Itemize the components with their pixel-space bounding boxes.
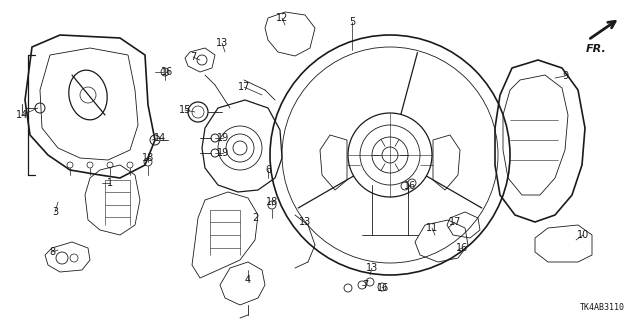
Text: TK4AB3110: TK4AB3110 [580, 303, 625, 312]
Text: 3: 3 [52, 207, 58, 217]
Text: 11: 11 [426, 223, 438, 233]
Text: 13: 13 [299, 217, 311, 227]
Text: 4: 4 [245, 275, 251, 285]
Text: 13: 13 [366, 263, 378, 273]
Text: FR.: FR. [586, 44, 607, 54]
Text: 15: 15 [179, 105, 191, 115]
Text: 2: 2 [252, 213, 258, 223]
Text: 16: 16 [404, 181, 416, 191]
Text: 9: 9 [562, 71, 568, 81]
Text: 16: 16 [377, 283, 389, 293]
Text: 17: 17 [449, 217, 461, 227]
Text: 8: 8 [49, 247, 55, 257]
Text: 10: 10 [577, 230, 589, 240]
Text: 14: 14 [16, 110, 28, 120]
Text: 18: 18 [142, 153, 154, 163]
Text: 13: 13 [216, 38, 228, 48]
Text: 19: 19 [217, 148, 229, 158]
Text: 1: 1 [107, 178, 113, 188]
Text: 17: 17 [238, 82, 250, 92]
Text: 12: 12 [276, 13, 288, 23]
Text: 16: 16 [161, 67, 173, 77]
Text: 19: 19 [217, 133, 229, 143]
Text: 16: 16 [456, 243, 468, 253]
Text: 7: 7 [362, 280, 368, 290]
Text: 5: 5 [349, 17, 355, 27]
Text: 7: 7 [190, 52, 196, 62]
Text: 6: 6 [265, 165, 271, 175]
Text: 14: 14 [154, 133, 166, 143]
Text: 18: 18 [266, 197, 278, 207]
